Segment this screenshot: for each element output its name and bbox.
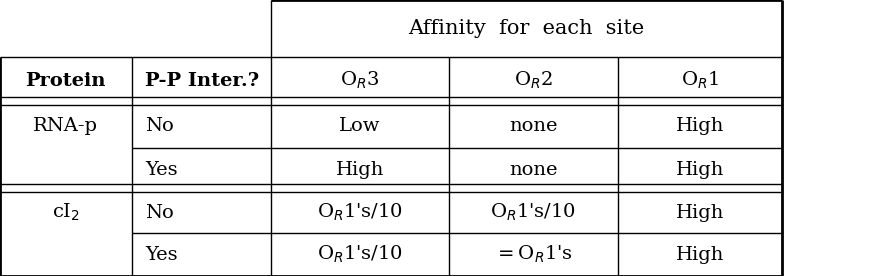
Text: O$_{R}$1: O$_{R}$1 — [681, 70, 719, 91]
Text: O$_{R}$2: O$_{R}$2 — [514, 70, 553, 91]
Text: High: High — [676, 161, 725, 179]
Text: Low: Low — [340, 117, 380, 135]
Text: High: High — [676, 203, 725, 222]
Text: O$_R$1's/10: O$_R$1's/10 — [491, 202, 576, 223]
Text: O$_R$1's/10: O$_R$1's/10 — [317, 202, 403, 223]
Text: Yes: Yes — [145, 246, 178, 264]
Text: $=$O$_R$1's: $=$O$_R$1's — [494, 244, 573, 265]
Text: No: No — [145, 117, 173, 135]
Text: High: High — [336, 161, 384, 179]
Text: none: none — [509, 117, 557, 135]
Text: High: High — [676, 117, 725, 135]
Text: Yes: Yes — [145, 161, 178, 179]
Text: none: none — [509, 161, 557, 179]
Text: O$_{R}$3: O$_{R}$3 — [340, 70, 380, 91]
Text: P-P Inter.?: P-P Inter.? — [145, 72, 259, 90]
Text: Affinity  for  each  site: Affinity for each site — [409, 19, 645, 38]
Text: High: High — [676, 246, 725, 264]
Text: No: No — [145, 203, 173, 222]
Text: cI$_2$: cI$_2$ — [52, 202, 80, 223]
Text: RNA-p: RNA-p — [33, 117, 99, 135]
Text: O$_R$1's/10: O$_R$1's/10 — [317, 244, 403, 265]
Text: Protein: Protein — [26, 72, 106, 90]
